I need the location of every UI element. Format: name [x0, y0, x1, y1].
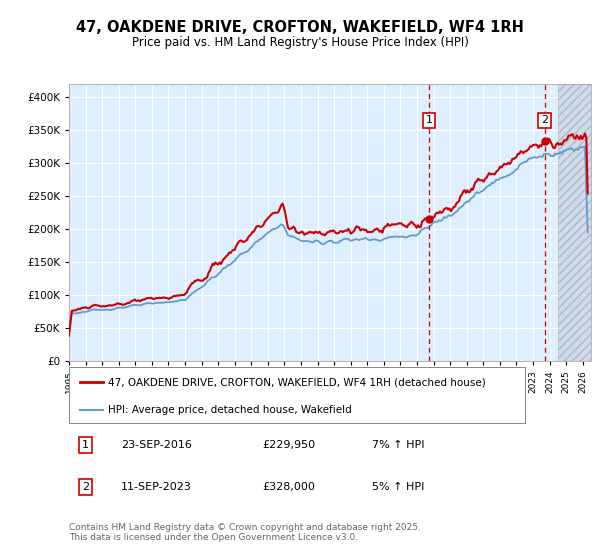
Text: 1: 1	[425, 115, 433, 125]
Point	[77, 379, 84, 386]
Point	[100, 379, 107, 386]
Text: 11-SEP-2023: 11-SEP-2023	[121, 482, 192, 492]
Text: £229,950: £229,950	[262, 440, 315, 450]
Text: HPI: Average price, detached house, Wakefield: HPI: Average price, detached house, Wake…	[108, 405, 352, 416]
Text: 5% ↑ HPI: 5% ↑ HPI	[372, 482, 424, 492]
Text: 47, OAKDENE DRIVE, CROFTON, WAKEFIELD, WF4 1RH: 47, OAKDENE DRIVE, CROFTON, WAKEFIELD, W…	[76, 20, 524, 35]
Text: 23-SEP-2016: 23-SEP-2016	[121, 440, 192, 450]
Point	[100, 407, 107, 414]
Text: 2: 2	[541, 115, 548, 125]
Point	[77, 407, 84, 414]
Text: 47, OAKDENE DRIVE, CROFTON, WAKEFIELD, WF4 1RH (detached house): 47, OAKDENE DRIVE, CROFTON, WAKEFIELD, W…	[108, 377, 485, 388]
Text: £328,000: £328,000	[262, 482, 315, 492]
Text: Contains HM Land Registry data © Crown copyright and database right 2025.
This d: Contains HM Land Registry data © Crown c…	[69, 523, 421, 542]
Bar	[558, 84, 591, 361]
Text: 2: 2	[82, 482, 89, 492]
Text: 7% ↑ HPI: 7% ↑ HPI	[372, 440, 424, 450]
Text: 1: 1	[82, 440, 89, 450]
Text: Price paid vs. HM Land Registry's House Price Index (HPI): Price paid vs. HM Land Registry's House …	[131, 36, 469, 49]
